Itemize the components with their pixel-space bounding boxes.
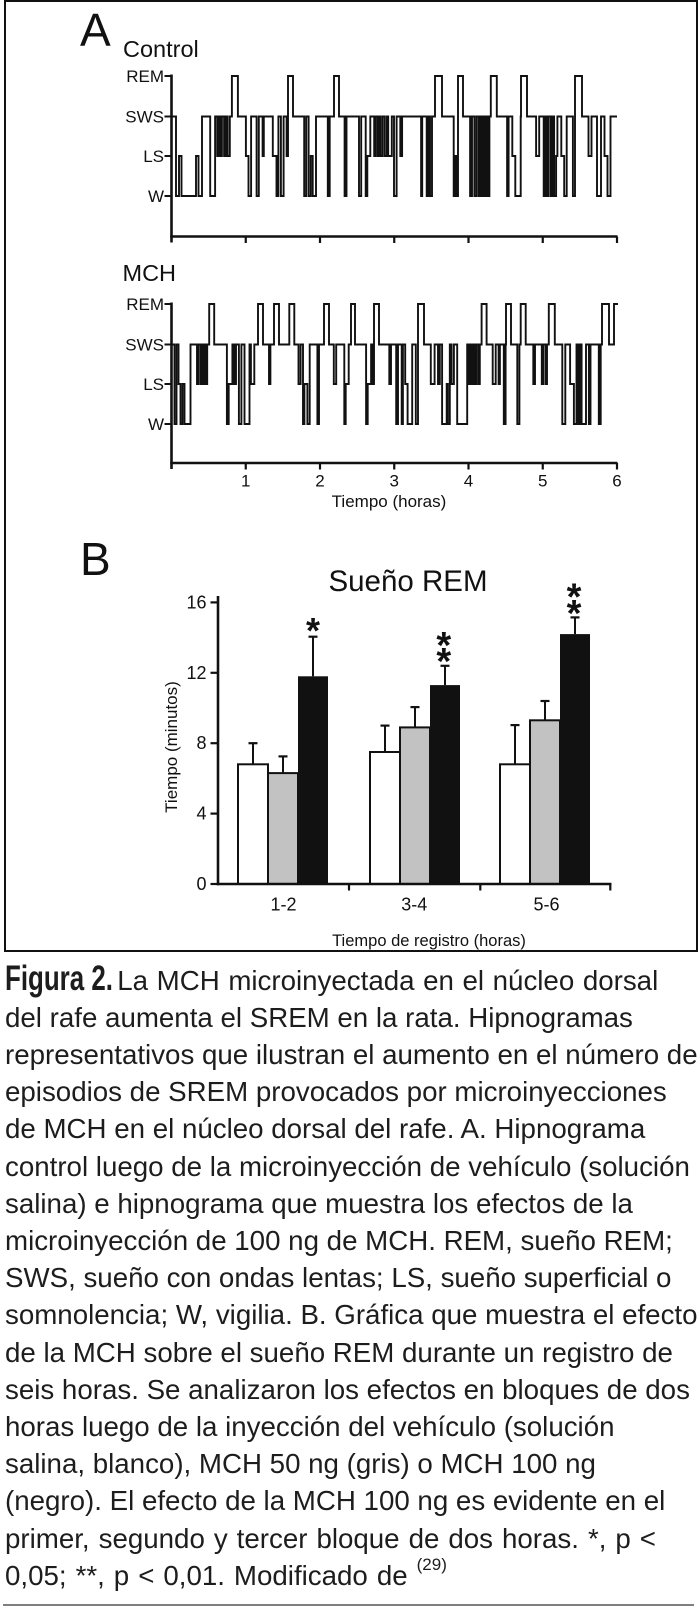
svg-text:4: 4 <box>464 472 473 491</box>
svg-text:B: B <box>80 533 111 585</box>
svg-text:1-2: 1-2 <box>270 895 296 915</box>
svg-text:REM: REM <box>126 295 164 314</box>
svg-text:SWS: SWS <box>125 336 164 355</box>
svg-text:16: 16 <box>186 592 206 612</box>
svg-text:LS: LS <box>143 375 164 394</box>
svg-text:SWS: SWS <box>125 108 164 127</box>
svg-text:1: 1 <box>241 472 250 491</box>
svg-text:A: A <box>80 4 111 56</box>
svg-text:2: 2 <box>315 472 324 491</box>
svg-text:8: 8 <box>196 733 206 753</box>
svg-text:*: * <box>436 641 451 683</box>
svg-text:MCH: MCH <box>123 260 177 286</box>
svg-text:W: W <box>148 415 164 434</box>
svg-text:3: 3 <box>390 472 399 491</box>
svg-text:0: 0 <box>196 874 206 894</box>
svg-text:Tiempo (minutos): Tiempo (minutos) <box>162 681 181 813</box>
svg-text:REM: REM <box>126 67 164 86</box>
svg-text:4: 4 <box>196 804 206 824</box>
svg-text:Tiempo (horas): Tiempo (horas) <box>332 492 447 511</box>
svg-text:5: 5 <box>538 472 547 491</box>
svg-text:Control: Control <box>123 36 199 62</box>
svg-text:3-4: 3-4 <box>401 895 427 915</box>
svg-text:Tiempo de registro (horas): Tiempo de registro (horas) <box>332 932 526 950</box>
svg-text:*: * <box>567 577 582 619</box>
svg-text:W: W <box>148 187 164 206</box>
svg-text:LS: LS <box>143 147 164 166</box>
svg-text:6: 6 <box>612 472 621 491</box>
svg-text:12: 12 <box>186 663 206 683</box>
svg-text:*: * <box>436 625 451 667</box>
svg-text:5-6: 5-6 <box>533 895 559 915</box>
svg-text:Sueño REM: Sueño REM <box>328 565 487 598</box>
svg-text:*: * <box>306 610 320 651</box>
svg-text:*: * <box>567 593 582 635</box>
